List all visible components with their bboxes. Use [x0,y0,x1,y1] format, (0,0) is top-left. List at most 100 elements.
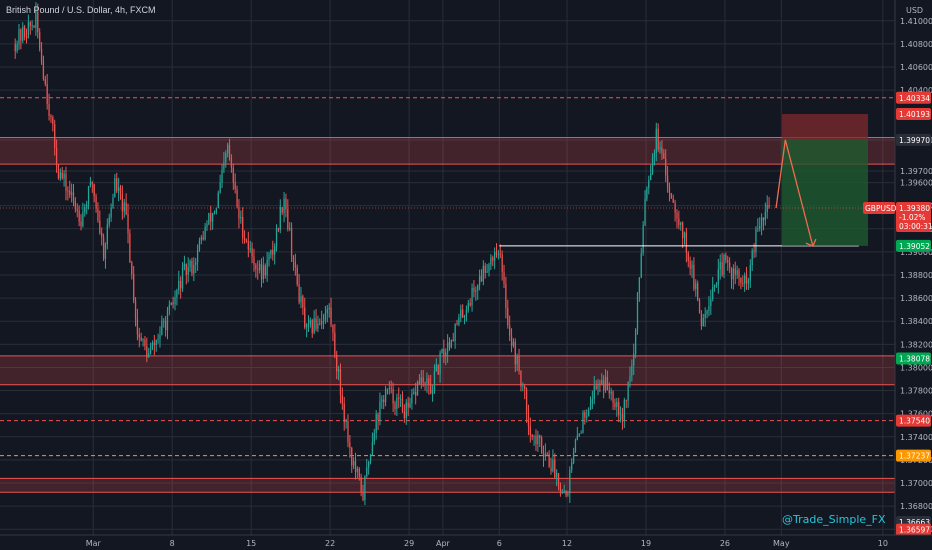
symbol-badge-label: GBPUSD [865,204,897,213]
price-tick-label: 1.40800 [900,40,932,49]
candle-body [411,393,413,404]
candle-body [634,329,637,354]
candle-body [223,162,225,170]
candle-body [433,371,436,391]
candle-body [354,461,357,472]
candle-body [443,349,445,357]
candle-body [736,270,738,275]
candle-body [236,189,238,207]
candle-body [315,318,317,329]
candle-body [603,380,605,391]
candle-body [695,283,697,289]
candle-body [713,284,716,288]
price-badge-label: 1.36597 [899,526,930,535]
candle-body [298,284,300,303]
candle-body [689,261,691,269]
candle-body [520,370,522,387]
candle-body [486,271,488,273]
price-badge-label: 1.38078 [899,354,930,363]
candle-body [377,414,379,421]
candle-body [110,207,112,218]
candle-body [540,437,543,454]
candle-body [522,386,524,387]
candle-body [317,323,319,329]
candle-body [324,313,327,321]
candle-body [187,266,189,275]
stop-loss-zone[interactable] [782,114,869,140]
candle-body [768,205,770,207]
time-axis-background[interactable] [0,535,932,550]
candle-body [524,386,526,390]
candle-body [159,334,161,339]
candle-body [351,447,353,466]
price-tick-label: 1.36800 [900,502,932,511]
candle-body [305,323,308,328]
candle-body [437,364,439,375]
candle-body [191,260,193,274]
candle-body [196,249,199,263]
time-tick-label: 19 [641,539,651,548]
take-profit-zone[interactable] [782,139,869,246]
candle-body [403,411,406,419]
candle-body [454,323,456,342]
price-badge [896,239,931,252]
projection-arrow[interactable] [775,139,814,247]
price-badge [896,449,931,462]
candle-body [253,256,255,265]
candle-body [661,147,663,153]
candle-body [712,287,714,300]
candle-body [710,299,712,307]
candle-body [431,390,434,394]
candle-body [304,307,306,328]
candle-body [556,473,558,478]
candle-body [300,296,302,303]
price-badge-label: 1.39970 [899,136,930,145]
candle-body [285,198,287,210]
candle-body [597,383,599,389]
candle-body [653,152,656,158]
candle-body [25,37,28,38]
candle-body [121,194,124,212]
candle-body [328,307,330,310]
candle-body [72,192,75,201]
candle-body [717,269,719,285]
candle-body [210,213,212,222]
candle-body [510,335,513,346]
candle-body [687,252,689,262]
candle-body [238,206,240,219]
candle-body [330,307,332,325]
candle-body [309,320,312,324]
candle-body [550,467,552,472]
candle-body [296,267,298,285]
time-axis[interactable]: Mar 8 15 22 29 Apr 6 12 19 26 May 10 [86,539,888,548]
candle-body [480,276,483,282]
candle-body [426,378,428,383]
candle-body [636,293,639,330]
candle-body [608,390,610,394]
candle-body [213,211,216,213]
candle-body [93,184,95,197]
candle-body [200,237,202,241]
candle-body [584,412,586,418]
candle-body [469,303,471,306]
candle-body [493,252,496,261]
price-badge [896,108,931,121]
candle-body [734,268,736,275]
candle-body [195,262,197,265]
candle-body [725,254,727,260]
price-badge-label: 1.39052 [899,242,930,251]
candle-body [339,369,342,396]
candle-body [571,462,573,470]
time-tick-label: 8 [170,539,175,548]
candle-body [582,412,584,433]
candle-body [762,217,765,221]
candle-body [642,224,644,254]
candle-body [270,249,272,255]
candle-body [170,302,172,305]
candle-body [104,244,107,259]
candle-body [399,398,402,400]
candle-body [294,261,296,268]
candle-body [151,342,154,350]
candle-body [719,262,721,270]
